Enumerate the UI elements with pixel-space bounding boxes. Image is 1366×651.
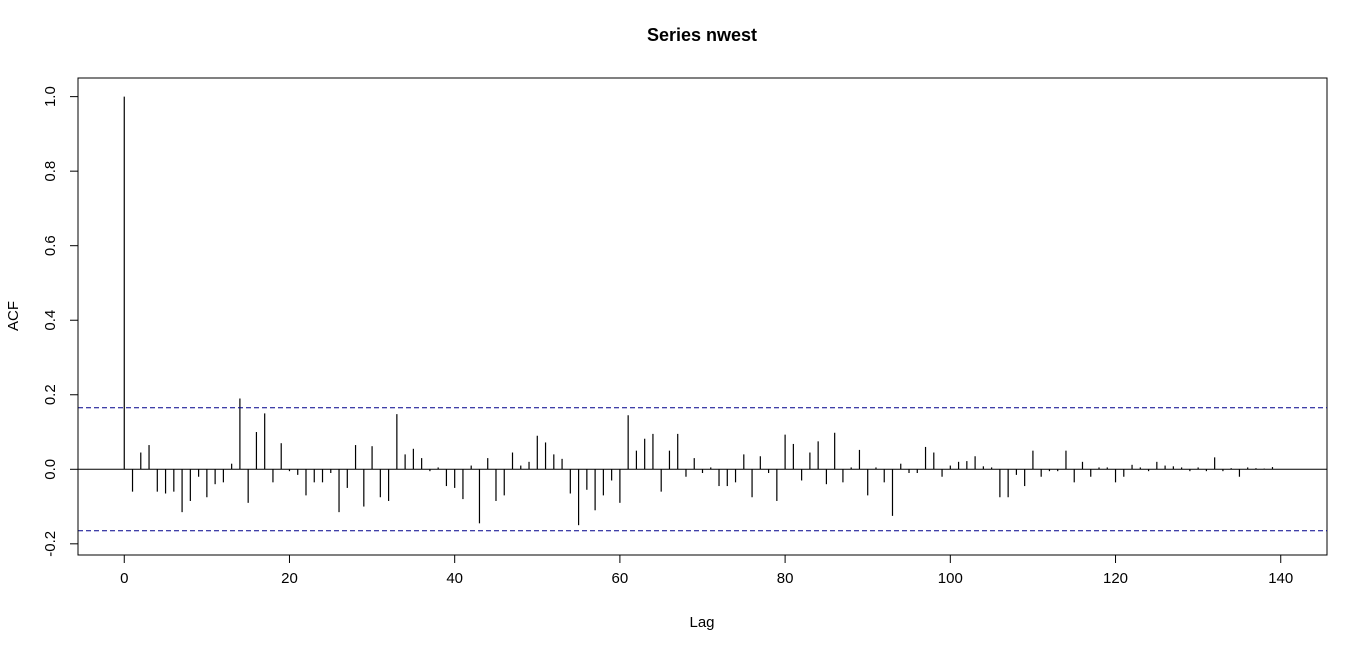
acf-marks: [78, 96, 1327, 526]
x-axis-label: Lag: [689, 614, 714, 631]
x-tick-label: 80: [777, 570, 794, 587]
y-axis-label: ACF: [5, 301, 22, 331]
x-tick-label: 100: [938, 570, 963, 587]
x-tick-label: 120: [1103, 570, 1128, 587]
y-tick-label: 0.8: [42, 161, 59, 182]
chart-title: Series nwest: [647, 25, 757, 45]
x-tick-label: 0: [120, 570, 128, 587]
x-tick-label: 60: [612, 570, 629, 587]
x-tick-label: 20: [281, 570, 298, 587]
y-tick-label: 0.4: [42, 310, 59, 331]
y-tick-label: 1.0: [42, 86, 59, 107]
x-axis: 0 20 40 60 80 100 120 140: [120, 554, 1293, 587]
y-tick-label: 0.6: [42, 235, 59, 256]
y-tick-label: -0.2: [42, 531, 59, 557]
y-tick-label: 0.0: [42, 459, 59, 480]
y-axis: -0.2 0.0 0.2 0.4 0.6 0.8 1.0: [42, 86, 79, 557]
confidence-bounds: [78, 407, 1327, 532]
x-tick-label: 40: [446, 570, 463, 587]
plot-frame: [77, 77, 1328, 556]
y-tick-label: 0.2: [42, 384, 59, 405]
x-tick-label: 140: [1268, 570, 1293, 587]
